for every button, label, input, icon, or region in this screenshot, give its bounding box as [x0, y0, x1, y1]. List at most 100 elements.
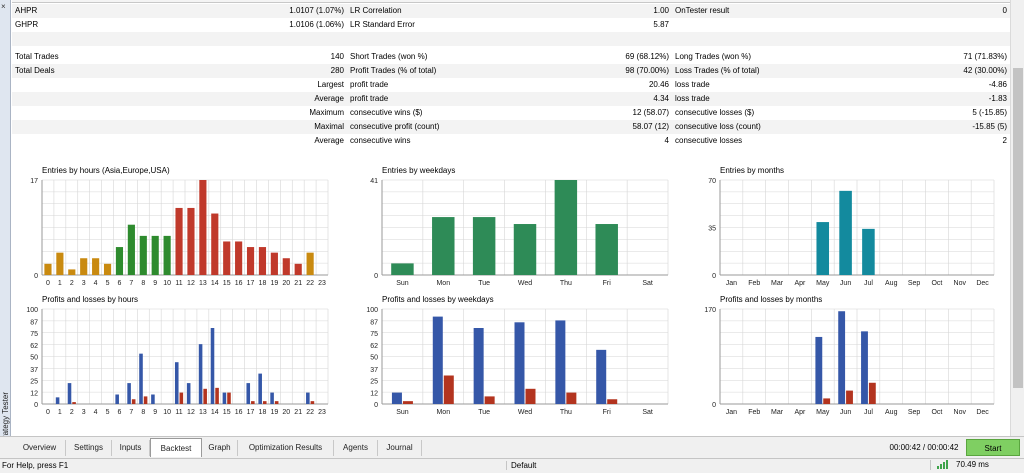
x-tick-label: 6 — [118, 280, 122, 287]
profits-losses-by-months-chart: Profits and losses by months 0 170 Jan Feb M… — [690, 295, 1008, 421]
y-tick-label: 100 — [366, 307, 378, 314]
x-tick-label: 18 — [259, 409, 267, 416]
strategy-tester-side-strip[interactable]: × Strategy Tester — [0, 0, 11, 458]
x-tick-label: Fri — [603, 280, 612, 287]
y-tick-label: 0 — [374, 402, 378, 409]
x-tick-label: 5 — [106, 409, 110, 416]
x-tick-label: 6 — [118, 409, 122, 416]
entries-bar — [56, 252, 64, 275]
x-tick-label: 23 — [318, 409, 326, 416]
entries-bar — [391, 263, 414, 275]
tab-optimization-results[interactable]: Optimization Results — [238, 440, 334, 456]
entries-bar — [44, 263, 52, 275]
entries-bar — [839, 190, 852, 275]
x-tick-label: 22 — [306, 409, 314, 416]
stats-row: Total Deals 280 Profit Trades (% of total)… — [12, 64, 1010, 78]
y-tick-label: 12 — [370, 391, 378, 398]
tab-graph[interactable]: Graph — [202, 440, 238, 456]
x-tick-label: 5 — [106, 280, 110, 287]
loss-bar — [443, 375, 454, 404]
x-tick-label: Wed — [518, 409, 532, 416]
profits-losses-by-weekdays-plot: 0 12 25 37 50 62 75 87 100 Sun Mon Tue Wed Thu Fri Sat — [366, 307, 669, 416]
x-tick-label: 14 — [211, 409, 219, 416]
stats-row-spacer — [12, 32, 1010, 46]
y-tick-label: 100 — [26, 307, 38, 314]
x-tick-label: Tue — [478, 280, 490, 287]
ping-value: 70.49 ms — [956, 460, 989, 470]
x-tick-label: Wed — [518, 280, 532, 287]
x-tick-label: Nov — [954, 409, 967, 416]
x-tick-label: 19 — [270, 280, 278, 287]
x-tick-label: 13 — [199, 280, 207, 287]
y-tick-label: 0 — [712, 402, 716, 409]
chart-title: Entries by months — [720, 166, 785, 175]
y-tick-label: 50 — [30, 355, 38, 362]
connection-status[interactable]: 70.49 ms — [930, 460, 1024, 470]
entries-bar — [187, 207, 195, 275]
x-tick-label: 22 — [306, 280, 314, 287]
x-tick-label: 3 — [82, 409, 86, 416]
profit-bar — [139, 353, 143, 404]
tab-agents[interactable]: Agents — [334, 440, 378, 456]
backtest-report: AHPR 1.0107 (1.07%) LR Correlation 1.00 … — [12, 0, 1010, 436]
tab-inputs[interactable]: Inputs — [112, 440, 150, 456]
loss-bar — [262, 401, 267, 404]
loss-bar — [131, 399, 136, 404]
tab-settings[interactable]: Settings — [66, 440, 112, 456]
x-tick-label: 17 — [247, 409, 255, 416]
x-tick-label: 7 — [129, 280, 133, 287]
x-tick-label: 13 — [199, 409, 207, 416]
x-tick-label: 19 — [270, 409, 278, 416]
scrollbar-thumb[interactable] — [1013, 68, 1023, 388]
loss-bar — [72, 402, 76, 404]
entries-bar — [211, 213, 219, 275]
profit-bar — [186, 383, 191, 404]
start-button[interactable]: Start — [966, 439, 1020, 456]
y-tick-label: 75 — [370, 331, 378, 338]
status-bar: For Help, press F1 Default 70.49 ms — [0, 458, 1024, 473]
loss-bar — [484, 396, 495, 404]
entries-by-hours-chart: Entries by hours (Asia,Europe,USA) 0 17 0 1… — [12, 166, 342, 292]
tab-overview[interactable]: Overview — [14, 440, 66, 456]
profit-bar — [473, 328, 484, 404]
x-tick-label: Aug — [885, 409, 898, 416]
y-tick-label: 25 — [370, 378, 378, 385]
entries-bar — [163, 235, 171, 275]
chart-title: Profits and losses by hours — [42, 295, 139, 304]
profit-bar — [391, 392, 402, 404]
x-tick-label: 11 — [175, 280, 182, 287]
profit-bar — [596, 349, 607, 404]
profile-name[interactable]: Default — [506, 461, 706, 470]
x-tick-label: 9 — [153, 280, 157, 287]
profit-bar — [174, 362, 179, 404]
vertical-scrollbar[interactable] — [1010, 0, 1024, 436]
x-tick-label: 20 — [282, 409, 290, 416]
x-tick-label: May — [816, 409, 830, 416]
x-tick-label: Feb — [748, 280, 760, 287]
profit-bar — [306, 392, 310, 404]
loss-bar — [215, 387, 219, 404]
y-tick-label: 70 — [708, 178, 716, 185]
tab-backtest[interactable]: Backtest — [150, 438, 202, 457]
entries-bar — [258, 247, 267, 275]
x-tick-label: 7 — [129, 409, 133, 416]
profit-bar — [67, 383, 72, 404]
x-tick-label: Sat — [642, 409, 653, 416]
profits-losses-by-weekdays-chart: Profits and losses by weekdays 0 12 25 37 50… — [352, 295, 682, 421]
elapsed-timer: 00:00:42 / 00:00:42 — [889, 443, 959, 452]
entries-bar — [235, 241, 243, 275]
entries-bar — [595, 224, 618, 275]
entries-bar — [816, 222, 830, 275]
entries-bar — [92, 258, 100, 275]
profit-bar — [222, 392, 227, 404]
profit-bar — [127, 383, 131, 404]
close-icon[interactable]: × — [1, 2, 6, 11]
tab-journal[interactable]: Journal — [378, 440, 422, 456]
profit-bar — [861, 331, 868, 404]
y-tick-label: 62 — [370, 343, 378, 350]
y-tick-label: 17 — [30, 178, 38, 185]
loss-bar — [823, 398, 831, 404]
entries-by-months-plot: 0 35 70 Jan Feb Mar Apr May Jun Jul Aug Sep Oct Nov De… — [708, 178, 995, 287]
entries-bar — [115, 247, 124, 275]
